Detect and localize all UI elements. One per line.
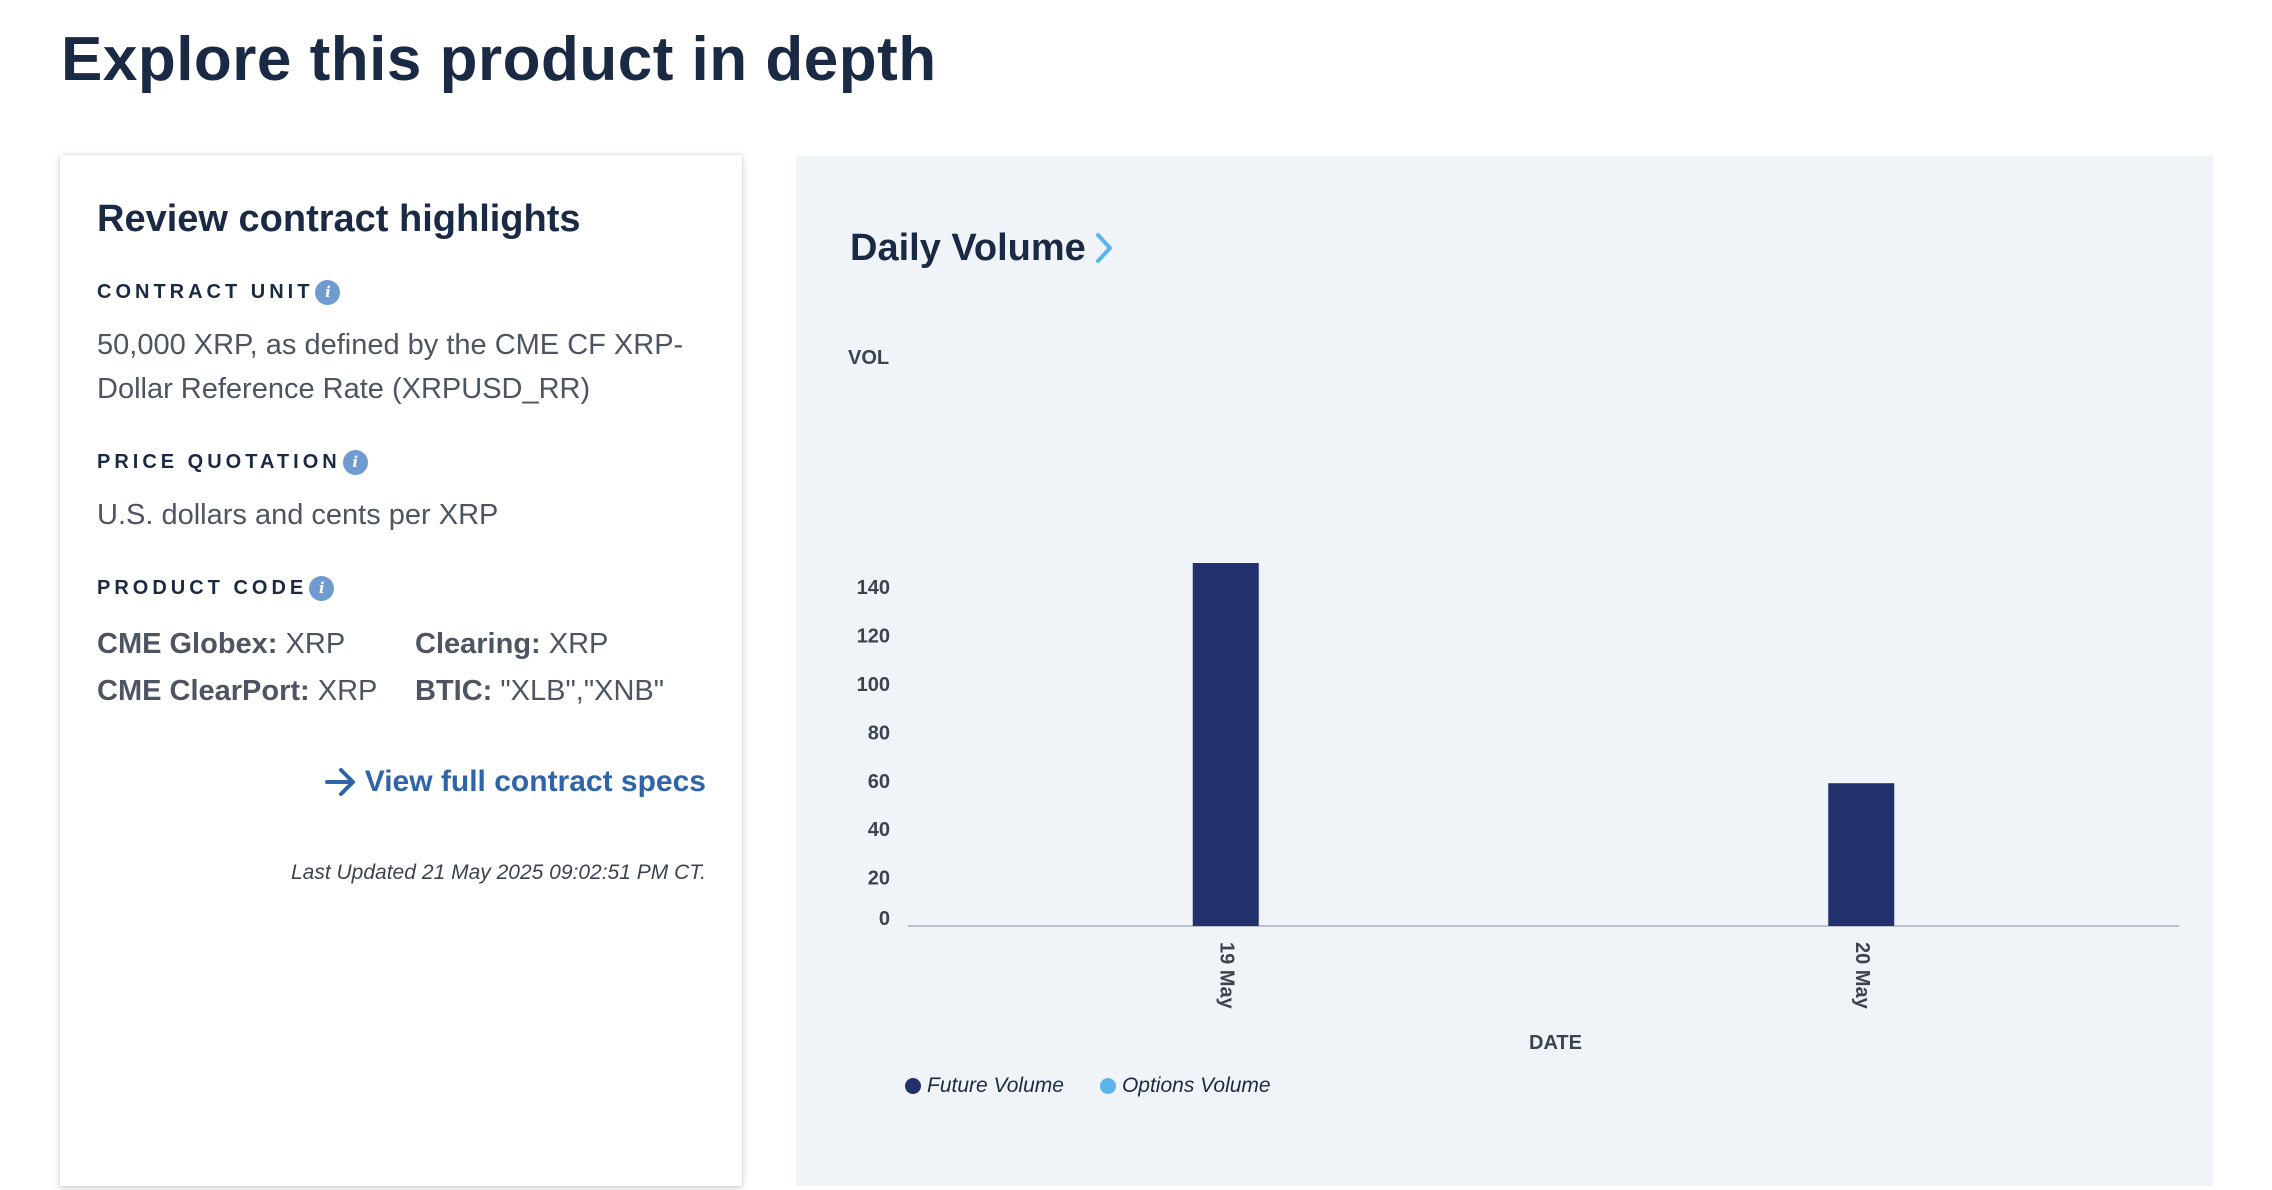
bar-future-volume[interactable] [1828, 783, 1895, 926]
y-tick-label: 40 [868, 819, 890, 841]
daily-volume-header-link[interactable]: Daily Volume [850, 223, 1114, 273]
globex-code-value: XRP [285, 628, 346, 660]
legend-future-volume[interactable]: Future Volume [905, 1074, 1064, 1098]
legend-options-volume[interactable]: Options Volume [1099, 1074, 1271, 1098]
arrow-right-icon [324, 767, 357, 797]
price-quotation-label: PRICE QUOTATION i [97, 449, 368, 475]
chart-legend: Future Volume Options Volume [905, 1074, 1307, 1098]
last-updated-label: Last Updated [290, 861, 416, 884]
last-updated: Last Updated 21 May 2025 09:02:51 PM CT. [291, 861, 706, 885]
y-tick-label: 60 [868, 771, 890, 793]
clearing-code-label: Clearing: [415, 628, 541, 660]
x-axis-label: DATE [1529, 1032, 1582, 1054]
y-tick-label: 120 [857, 626, 890, 648]
btic-code-label: BTIC: [415, 675, 493, 707]
info-icon[interactable]: i [342, 449, 368, 475]
x-tick-label: 20 May [1851, 942, 1873, 1010]
legend-options-label: Options Volume [1121, 1074, 1271, 1097]
globex-code: CME Globex: XRP [97, 621, 415, 668]
view-contract-specs-text: View full contract specs [364, 765, 706, 798]
price-quotation-label-text: PRICE QUOTATION [97, 451, 341, 473]
chart-title: Daily Volume [850, 227, 1086, 269]
product-code-row: CME Globex: XRP Clearing: XRP [97, 621, 664, 668]
y-tick-label: 0 [879, 908, 890, 930]
clearport-code: CME ClearPort: XRP [97, 668, 415, 715]
contract-unit-value: 50,000 XRP, as defined by the CME CF XRP… [97, 329, 684, 405]
contract-unit-label-text: CONTRACT UNIT [97, 281, 314, 303]
clearing-code-value: XRP [548, 628, 609, 660]
legend-future-dot [905, 1078, 921, 1094]
daily-volume-panel: Daily Volume VOL DATE 0 20 40 60 80 100 120 140… [796, 156, 2213, 1186]
product-code-label: PRODUCT CODE i [97, 575, 335, 601]
y-tick-label: 140 [857, 577, 890, 599]
last-updated-value: 21 May 2025 09:02:51 PM CT. [421, 861, 706, 884]
clearing-code: Clearing: XRP [415, 621, 608, 668]
bars [1192, 563, 1895, 926]
btic-code: BTIC: "XLB","XNB" [415, 668, 664, 715]
y-tick-label: 20 [868, 868, 890, 890]
card-title: Review contract highlights [97, 198, 581, 240]
x-tick-label: 19 May [1215, 942, 1237, 1010]
info-icon[interactable]: i [315, 279, 341, 305]
daily-volume-chart: VOL DATE 0 20 40 60 80 100 120 140 19 May 20 May [848, 347, 2179, 1054]
price-quotation-value: U.S. dollars and cents per XRP [97, 499, 499, 531]
product-code-row: CME ClearPort: XRP BTIC: "XLB","XNB" [97, 668, 664, 715]
y-axis-label: VOL [848, 347, 889, 369]
legend-options-dot [1099, 1078, 1116, 1094]
clearport-code-value: XRP [317, 675, 378, 707]
y-tick-label: 100 [857, 674, 890, 696]
contract-highlights-card: Review contract highlights CONTRACT UNIT… [60, 155, 742, 1186]
y-tick-label: 80 [868, 722, 890, 744]
view-contract-specs-link[interactable]: View full contract specs [324, 765, 706, 799]
info-icon[interactable]: i [309, 575, 335, 601]
product-code-label-text: PRODUCT CODE [97, 577, 308, 599]
btic-code-value: "XLB","XNB" [500, 675, 665, 707]
product-code-grid: CME Globex: XRP Clearing: XRP CME ClearP… [97, 621, 664, 715]
legend-future-label: Future Volume [927, 1074, 1064, 1097]
x-axis-ticks: 19 May 20 May [1215, 942, 1873, 1010]
y-axis-ticks: 0 20 40 60 80 100 120 140 [857, 577, 890, 930]
contract-unit-label: CONTRACT UNIT i [97, 279, 341, 305]
globex-code-label: CME Globex: [97, 628, 278, 660]
page-title: Explore this product in depth [61, 25, 937, 94]
chevron-right-icon [1094, 231, 1114, 265]
bar-future-volume[interactable] [1192, 563, 1259, 926]
clearport-code-label: CME ClearPort: [97, 675, 310, 707]
